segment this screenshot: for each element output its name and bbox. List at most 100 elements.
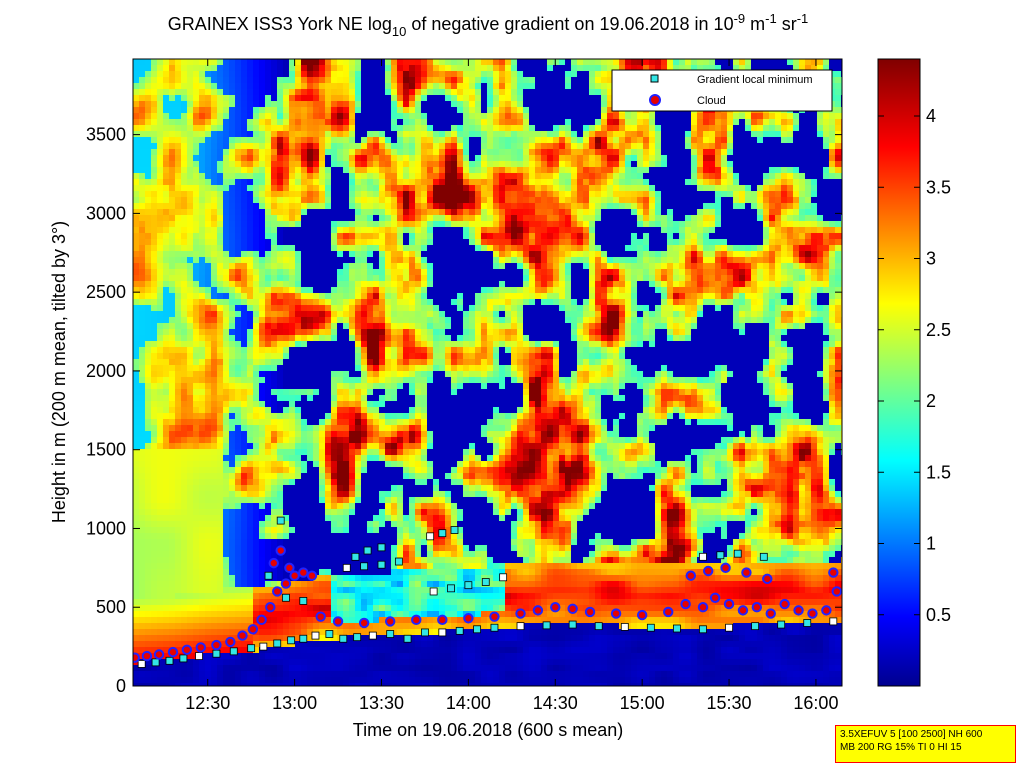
heatmap-cell (211, 113, 218, 120)
heatmap-cell (307, 353, 314, 360)
heatmap-cell (337, 185, 344, 192)
heatmap-cell (301, 389, 308, 396)
heatmap-cell (367, 95, 374, 102)
heatmap-cell (367, 353, 374, 360)
heatmap-cell (235, 683, 242, 686)
heatmap-cell (319, 215, 326, 222)
heatmap-cell (229, 239, 236, 246)
heatmap-cell (289, 515, 296, 522)
heatmap-cell (175, 605, 182, 612)
heatmap-cell (133, 167, 140, 174)
heatmap-cell (391, 239, 398, 246)
heatmap-cell (337, 587, 344, 594)
heatmap-cell (223, 635, 230, 642)
heatmap-cell (247, 275, 254, 282)
heatmap-cell (409, 641, 416, 648)
heatmap-cell (241, 167, 248, 174)
heatmap-cell (355, 335, 362, 342)
heatmap-cell (319, 497, 326, 504)
heatmap-cell (325, 119, 332, 126)
heatmap-cell (205, 425, 212, 432)
heatmap-cell (343, 389, 350, 396)
heatmap-cell (163, 425, 170, 432)
heatmap-cell (247, 545, 254, 552)
heatmap-cell (367, 173, 374, 180)
heatmap-cell (361, 263, 368, 270)
heatmap-cell (241, 449, 248, 456)
heatmap-cell (391, 515, 398, 522)
heatmap-cell (265, 131, 272, 138)
heatmap-cell (145, 533, 152, 540)
heatmap-cell (187, 251, 194, 258)
heatmap-cell (367, 665, 374, 672)
heatmap-cell (307, 641, 314, 648)
heatmap-cell (355, 311, 362, 318)
heatmap-cell (307, 497, 314, 504)
heatmap-cell (253, 527, 260, 534)
heatmap-cell (409, 551, 416, 558)
heatmap-cell (397, 371, 404, 378)
heatmap-cell (259, 491, 266, 498)
heatmap-cell (313, 161, 320, 168)
heatmap-cell (409, 89, 416, 96)
heatmap-cell (169, 545, 176, 552)
heatmap-cell (349, 173, 356, 180)
heatmap-cell (175, 323, 182, 330)
heatmap-cell (229, 407, 236, 414)
heatmap-cell (379, 149, 386, 156)
heatmap-cell (223, 143, 230, 150)
heatmap-cell (295, 299, 302, 306)
heatmap-cell (211, 323, 218, 330)
heatmap-cell (187, 545, 194, 552)
heatmap-cell (361, 407, 368, 414)
heatmap-cell (205, 605, 212, 612)
heatmap-cell (259, 539, 266, 546)
heatmap-cell (373, 173, 380, 180)
heatmap-cell (139, 635, 146, 642)
heatmap-cell (211, 119, 218, 126)
heatmap-cell (139, 599, 146, 606)
heatmap-cell (217, 365, 224, 372)
heatmap-cell (271, 269, 278, 276)
heatmap-cell (319, 473, 326, 480)
heatmap-cell (343, 623, 350, 630)
heatmap-cell (313, 389, 320, 396)
heatmap-cell (397, 107, 404, 114)
heatmap-cell (139, 467, 146, 474)
heatmap-cell (403, 569, 410, 576)
heatmap-cell (265, 167, 272, 174)
heatmap-cell (331, 479, 338, 486)
heatmap-cell (175, 461, 182, 468)
heatmap-cell (193, 161, 200, 168)
heatmap-cell (187, 341, 194, 348)
heatmap-cell (181, 443, 188, 450)
heatmap-cell (313, 551, 320, 558)
heatmap-cell (289, 83, 296, 90)
heatmap-cell (163, 119, 170, 126)
heatmap-cell (157, 83, 164, 90)
heatmap-cell (301, 353, 308, 360)
heatmap-cell (145, 401, 152, 408)
heatmap-cell (361, 341, 368, 348)
heatmap-cell (331, 611, 338, 618)
heatmap-cell (145, 167, 152, 174)
heatmap-cell (223, 437, 230, 444)
heatmap-cell (283, 605, 290, 612)
heatmap-cell (163, 101, 170, 108)
heatmap-cell (379, 287, 386, 294)
heatmap-cell (157, 659, 164, 666)
heatmap-cell (205, 269, 212, 276)
heatmap-cell (199, 413, 206, 420)
heatmap-cell (175, 329, 182, 336)
heatmap-cell (271, 101, 278, 108)
heatmap-cell (241, 95, 248, 102)
heatmap-cell (337, 149, 344, 156)
heatmap-cell (145, 449, 152, 456)
heatmap-cell (163, 413, 170, 420)
heatmap-cell (151, 305, 158, 312)
heatmap-cell (367, 437, 374, 444)
heatmap-cell (211, 269, 218, 276)
heatmap-cell (133, 305, 140, 312)
heatmap-cell (133, 449, 140, 456)
heatmap-cell (325, 563, 332, 570)
